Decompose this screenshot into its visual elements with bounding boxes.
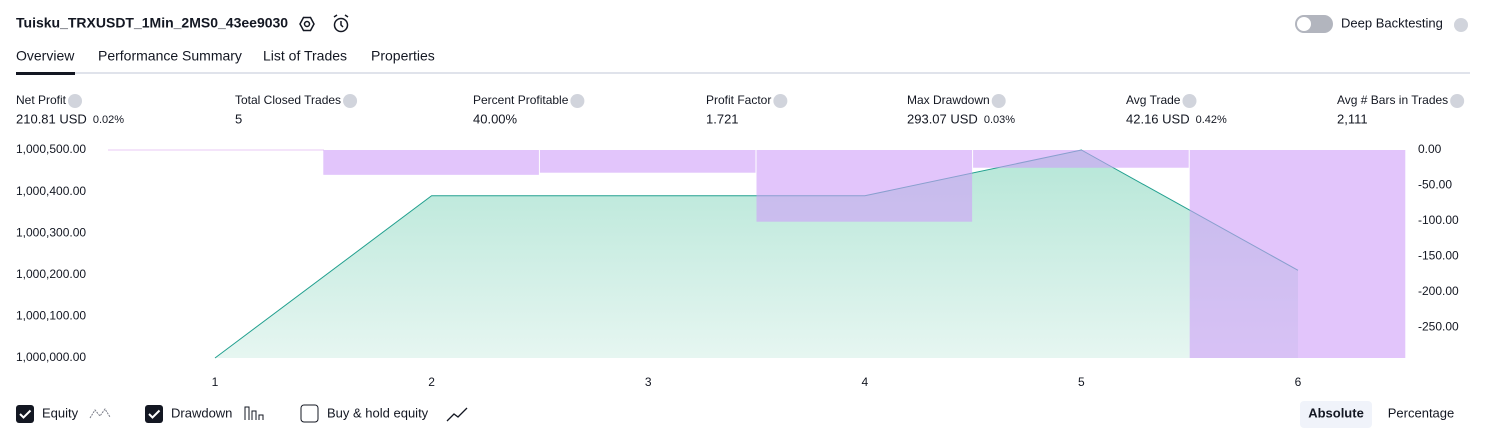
legend-label: Equity	[42, 405, 79, 420]
y2-tick-label: -250.00	[1418, 320, 1459, 334]
y-tick-label: 1,000,200.00	[16, 267, 86, 281]
metric-label: Max Drawdown	[907, 93, 990, 107]
metric-value: 293.07 USD	[907, 111, 978, 126]
x-tick-label: 4	[861, 375, 868, 389]
y-tick-label: 1,000,100.00	[16, 309, 86, 323]
drawdown-bar	[973, 150, 1189, 168]
metric-value: 42.16 USD	[1126, 111, 1190, 126]
x-tick-label: 3	[645, 375, 652, 389]
tab[interactable]: List of Trades	[263, 48, 347, 64]
y-tick-label: 1,000,000.00	[16, 350, 86, 364]
y-tick-label: 1,000,500.00	[16, 142, 86, 156]
y-tick-label: 1,000,400.00	[16, 184, 86, 198]
y2-tick-label: 0.00	[1418, 142, 1442, 156]
help-icon[interactable]	[1454, 18, 1468, 32]
info-icon	[773, 94, 788, 108]
deep-backtesting-label: Deep Backtesting	[1341, 15, 1443, 30]
metric-value: 5	[235, 111, 242, 126]
metric-percent: 0.02%	[93, 114, 124, 126]
absolute-label: Absolute	[1308, 405, 1364, 420]
toggle-knob	[1297, 17, 1311, 31]
alert-icon[interactable]	[333, 14, 349, 33]
metric-label: Percent Profitable	[473, 93, 569, 107]
info-icon	[343, 94, 358, 108]
x-tick-label: 2	[428, 375, 435, 389]
metric-value: 2,111	[1337, 111, 1368, 126]
x-tick-label: 1	[212, 375, 219, 389]
drawdown-bar	[756, 150, 973, 222]
percentage-button[interactable]: Percentage	[1388, 405, 1455, 420]
metric-value: 40.00%	[473, 111, 518, 126]
buy-hold-icon	[446, 407, 468, 422]
active-tab-underline	[16, 72, 75, 75]
y2-tick-label: -50.00	[1418, 178, 1452, 192]
info-icon	[68, 94, 83, 108]
metric-label: Profit Factor	[706, 93, 771, 107]
metric-label: Avg # Bars in Trades	[1337, 93, 1448, 107]
equity-icon	[89, 408, 111, 419]
settings-icon[interactable]	[299, 16, 315, 32]
info-icon	[1182, 94, 1197, 108]
equity-checkbox[interactable]	[16, 405, 34, 423]
metric-value: 1.721	[706, 111, 739, 126]
info-icon	[570, 94, 585, 108]
equity-area	[215, 150, 1298, 358]
tab[interactable]: Overview	[16, 48, 75, 64]
y-tick-label: 1,000,300.00	[16, 225, 86, 239]
y2-tick-label: -200.00	[1418, 284, 1459, 298]
metric-percent: 0.42%	[1196, 114, 1227, 126]
info-icon	[1450, 94, 1465, 108]
legend-label: Drawdown	[171, 405, 232, 420]
drawdown-bar	[323, 150, 539, 175]
y2-tick-label: -150.00	[1418, 249, 1459, 263]
y2-tick-label: -100.00	[1418, 213, 1459, 227]
info-icon	[991, 94, 1006, 108]
buy-hold-checkbox[interactable]	[300, 404, 319, 423]
tab[interactable]: Performance Summary	[98, 48, 242, 64]
drawdown-bar	[539, 150, 756, 173]
buy-hold-label: Buy & hold equity	[327, 405, 429, 420]
x-tick-label: 5	[1078, 375, 1085, 389]
drawdown-icon	[244, 406, 264, 420]
drawdown-bar	[1189, 150, 1406, 358]
x-tick-label: 6	[1295, 375, 1302, 389]
metric-label: Net Profit	[16, 93, 67, 107]
metric-label: Total Closed Trades	[235, 93, 341, 107]
absolute-button[interactable]	[1300, 401, 1372, 428]
drawdown-checkbox[interactable]	[145, 405, 163, 423]
tab[interactable]: Properties	[371, 48, 435, 64]
metric-label: Avg Trade	[1126, 93, 1181, 107]
strategy-title: Tuisku_TRXUSDT_1Min_2MS0_43ee9030	[16, 15, 288, 31]
metric-value: 210.81 USD	[16, 111, 87, 126]
metric-percent: 0.03%	[984, 114, 1015, 126]
